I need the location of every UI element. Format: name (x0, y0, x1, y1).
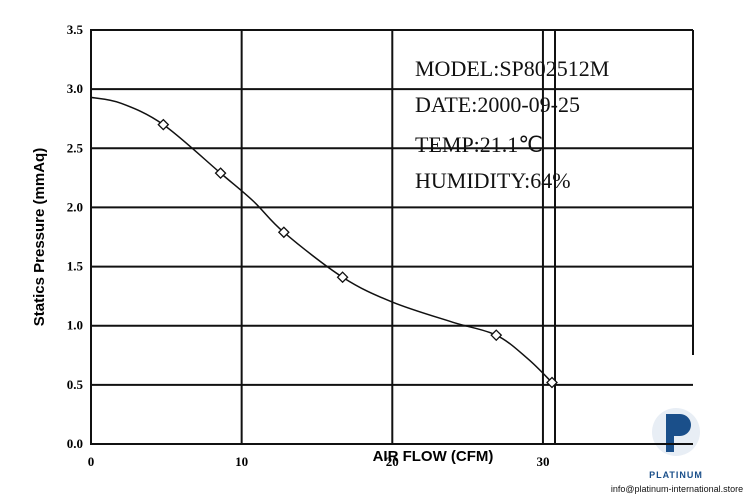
y-tick-label: 0.5 (67, 377, 84, 392)
annotation: HUMIDITY:64% (415, 168, 571, 193)
plot-frame (90, 29, 556, 445)
x-tick-label: 0 (88, 454, 95, 469)
marker (157, 118, 170, 131)
x-axis-title: AIR FLOW (CFM) (373, 448, 494, 465)
y-tick-label: 1.0 (67, 318, 83, 333)
y-tick-label: 0.0 (67, 436, 83, 451)
website: info@platinum-international.store (611, 484, 743, 494)
marker (490, 329, 503, 342)
logo-text: PLATINUM (649, 470, 703, 480)
marker (277, 226, 290, 239)
y-tick-label: 2.0 (67, 199, 83, 214)
annotation: TEMP:21.1℃ (415, 132, 543, 157)
y-tick-label: 3.0 (67, 81, 83, 96)
annotation: MODEL:SP802512M (415, 56, 609, 81)
logo: PLATINUM info@platinum-international.sto… (611, 408, 743, 494)
y-axis-title: Statics Pressure (mmAq) (31, 148, 48, 326)
x-tick-label: 20 (386, 454, 399, 469)
x-tick-label: 30 (536, 454, 549, 469)
marker (336, 271, 349, 284)
logo-mark (666, 414, 691, 452)
marker (546, 376, 558, 389)
y-tick-label: 2.5 (67, 140, 84, 155)
x-tick-label: 10 (235, 454, 248, 469)
y-tick-label: 1.5 (67, 259, 84, 274)
marker (214, 167, 227, 180)
annotation: DATE:2000-09-25 (415, 92, 580, 117)
y-tick-label: 3.5 (67, 22, 84, 37)
